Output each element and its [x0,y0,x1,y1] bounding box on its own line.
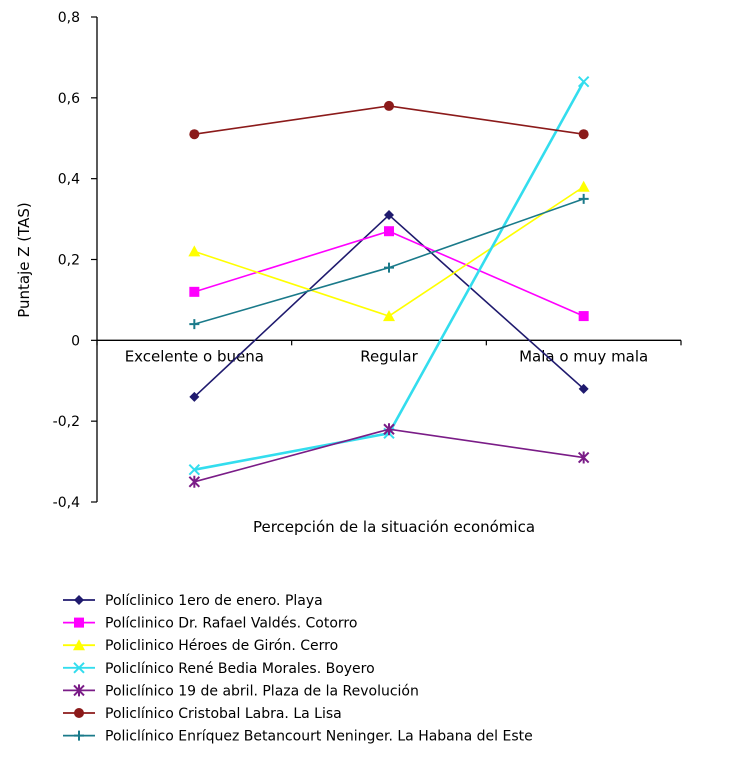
data-point [384,262,394,273]
data-point [188,475,201,488]
legend-label: Políclinico 1ero de enero. Playa [105,593,323,609]
series-2 [189,226,589,322]
y-tick-label: -0,2 [53,414,80,430]
series-line [194,230,584,317]
data-point [577,451,590,464]
series-line [193,213,585,398]
legend-marker [73,662,85,674]
data-point [578,311,589,322]
legend-marker [74,617,84,628]
y-tick-label: -0,4 [53,495,80,511]
data-point [188,463,201,476]
x-axis-label: Percepción de la situación económica [253,518,535,536]
legend-label: Policlínico 19 de abril. Plaza de la Rev… [105,683,419,699]
legend-marker [73,639,85,651]
legend-marker [73,684,85,697]
legend-label: Policlínico Cristobal Labra. La Lisa [105,706,342,722]
legend-label: Policlinico Héroes de Girón. Cerro [105,638,338,654]
x-tick-label: Mala o muy mala [519,347,648,365]
data-point [578,383,589,394]
legend-item: Policlínico 19 de abril. Plaza de la Rev… [63,683,419,699]
y-tick-label: 0 [71,333,80,349]
data-point [383,310,395,322]
data-point [384,210,394,221]
data-point [577,75,590,88]
y-tick-label: 0,8 [58,10,80,26]
data-point [384,226,394,237]
series-3 [188,180,590,322]
data-point [188,245,201,257]
legend-marker [74,595,84,605]
legend-label: Policlínico René Bedia Morales. Boyero [105,661,375,677]
series-line [194,81,585,471]
legend-item: Políclinico 1ero de enero. Playa [63,593,323,609]
y-tick-label: 0,4 [58,172,80,188]
legend-marker [74,708,84,718]
legend-item: Policlínico René Bedia Morales. Boyero [63,661,375,677]
legend-marker [74,730,84,741]
y-tick-label: 0,6 [58,91,80,107]
legend-item: Policlinico Héroes de Girón. Cerro [63,638,338,654]
legend: Políclinico 1ero de enero. Playa Políclin… [63,593,533,745]
data-point [384,100,394,111]
series-line [194,186,585,317]
legend-label: Policlínico Enríquez Betancourt Neninger… [105,729,533,745]
series-line [194,428,584,483]
legend-label: Políclinico Dr. Rafael Valdés. Cotorro [105,616,357,632]
data-point [189,391,200,402]
series-5 [188,423,590,488]
data-point [383,423,395,436]
axes: 0,8 0,6 0,4 0,2 0 -0,2 -0,4 Excelente o buena Re… [53,10,682,511]
y-tick-label: 0,2 [58,253,80,269]
y-axis-label: Puntaje Z (TAS) [15,202,33,318]
data-point [189,286,200,297]
data-point [189,129,200,140]
series-layer [188,75,590,488]
data-point [578,129,589,140]
legend-item: Policlínico Cristobal Labra. La Lisa [63,706,342,722]
series-7 [189,193,589,330]
legend-item: Policlínico Enríquez Betancourt Neninger… [63,729,533,745]
legend-item: Políclinico Dr. Rafael Valdés. Cotorro [63,616,357,632]
x-tick-label: Regular [360,347,418,365]
series-6 [189,100,589,140]
data-point [577,180,590,192]
data-point [578,193,589,204]
x-tick-label: Excelente o buena [125,347,264,365]
series-1 [189,210,589,402]
data-point [189,319,200,330]
series-4 [188,75,590,476]
